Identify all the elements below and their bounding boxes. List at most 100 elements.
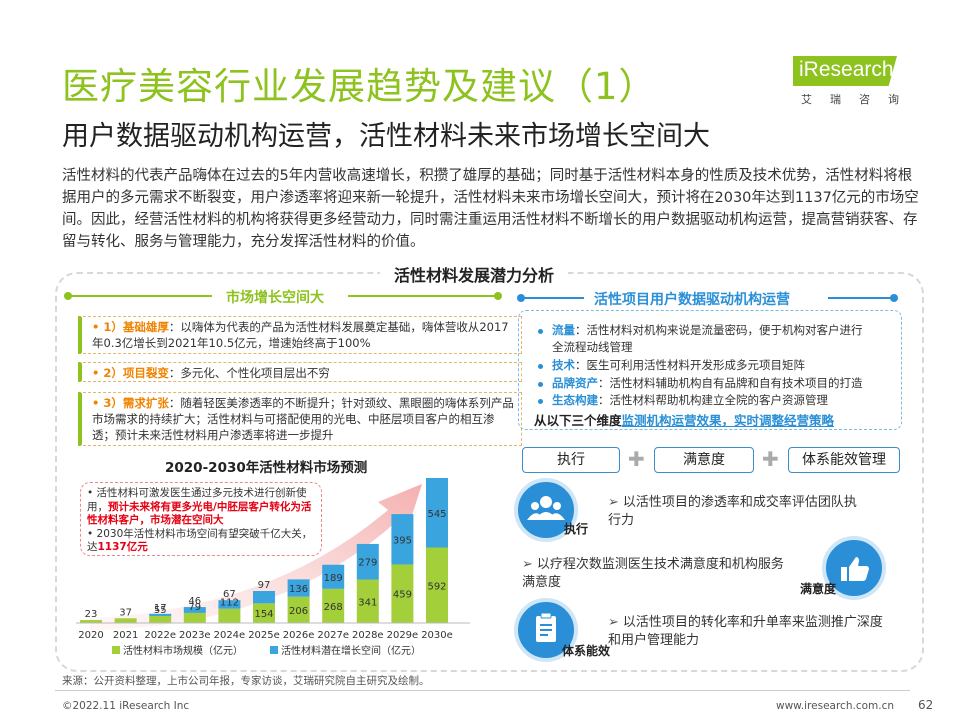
bullet-dot [538, 399, 543, 404]
x-tick-label: 2029e [387, 630, 419, 641]
chart-callout: • 活性材料可激发医生通过多元技术进行创新使用，预计未来将有更多光电/中胚层客户… [80, 482, 322, 556]
x-tick-label: 2028e [352, 630, 384, 641]
bar-market-size [322, 588, 345, 623]
dimension-ecosystem: 生态构建：活性材料帮助机构建立全院的客户资源管理 [552, 393, 828, 407]
point-key: • 1）基础雄厚 [92, 320, 169, 334]
chart-title: 2020-2030年活性材料市场预测 [165, 460, 368, 476]
bar-growth-space [426, 478, 448, 548]
right-heading: 活性项目用户数据驱动机构运营 [594, 292, 790, 308]
intro-paragraph: 活性材料的代表产品嗨体在过去的5年内营收高速增长，积攒了雄厚的基础；同时基于活性… [62, 168, 919, 250]
value-label-market: 23 [85, 609, 98, 620]
source-note: 来源：公开资料整理，上市公司年报，专家访谈，艾瑞研究院自主研究及绘制。 [62, 675, 430, 687]
x-tick-label: 2020 [78, 630, 103, 641]
bar-growth-space [356, 543, 379, 580]
x-tick-label: 2026e [283, 630, 315, 641]
footer-divider [55, 690, 910, 691]
plus-icon: ✚ [762, 447, 779, 471]
pill-satisfaction: 满意度 [654, 447, 754, 473]
legend-label: 活性材料市场规模（亿元） [123, 644, 243, 657]
value-label-growth: 189 [324, 573, 343, 584]
point-text: ：多元化、个性化项目层出不穷 [168, 366, 330, 380]
value-label-market: 37 [119, 607, 132, 618]
value-label-growth: 46 [188, 596, 201, 607]
bar-market-size [114, 618, 137, 623]
point-demand: • 3）需求扩张：随着轻医美渗透率的不断提升；针对颈纹、黑眼圈的嗨体系列产品市场… [78, 392, 522, 446]
feature-label-execution: 执行 [564, 522, 589, 536]
bar-market-size [218, 608, 241, 623]
value-label-growth: 67 [223, 589, 236, 600]
bar-market-size [80, 620, 102, 623]
x-tick-label: 2021 [113, 630, 138, 641]
bar-growth-space [391, 514, 414, 565]
value-label-market: 154 [254, 609, 273, 620]
point-key: • 2）项目裂变 [92, 366, 169, 380]
value-label-growth: 279 [358, 558, 377, 569]
pill-execution: 执行 [522, 447, 620, 473]
dimension-tech: 技术：医生可利用活性材料开发形成多元项目矩阵 [552, 358, 805, 372]
dimension-flow: 流量：活性材料对机构来说是流量密码，便于机构对客户进行 [552, 323, 863, 337]
bullet-dot [538, 382, 543, 387]
value-label-market: 341 [358, 597, 377, 608]
value-label-growth: 136 [289, 584, 308, 595]
x-tick-label: 2030e [421, 630, 453, 641]
value-label-market: 268 [324, 602, 343, 613]
bar-growth-space [253, 590, 275, 604]
callout-highlight: 预计未来将有更多光电/中胚层客户转化为活性材料客户，市场潜在空间大 [87, 500, 312, 527]
x-tick-label: 2023e [179, 630, 211, 641]
value-label-growth: 97 [258, 580, 271, 591]
value-label-market: 206 [289, 606, 308, 617]
value-label-market: 459 [393, 590, 412, 601]
point-text: ：随着轻医美渗透率的不断提升；针对颈纹、黑眼圈的嗨体系列产品市场需求的持续扩大；… [92, 396, 514, 442]
bar-market-size [149, 615, 172, 623]
x-tick-label: 2027e [317, 630, 349, 641]
dimension-flow-cont: 全流程动线管理 [552, 340, 633, 354]
point-foundation: • 1）基础雄厚：以嗨体为代表的产品为活性材料发展奠定基础，嗨体营收从2017年… [78, 316, 522, 354]
iresearch-logo: iResearch 艾瑞咨询 [793, 56, 911, 108]
plus-icon: ✚ [628, 447, 645, 471]
legend-swatch [112, 646, 120, 654]
logo-brand-text: iResearch [799, 58, 894, 81]
team-icon [514, 478, 578, 542]
bar-market-size [183, 612, 206, 623]
value-label-market: 79 [188, 602, 201, 613]
bar-market-size [391, 564, 414, 623]
bullet-dot [538, 364, 543, 369]
clipboard-icon [514, 598, 578, 662]
legend-label: 活性材料潜在增长空间（亿元） [281, 644, 421, 657]
summary-highlight: 监测机构运营效果，实时调整经营策略 [621, 413, 835, 428]
x-tick-label: 2024e [214, 630, 246, 641]
value-label-market: 55 [154, 605, 167, 616]
value-label-market: 592 [427, 581, 446, 592]
point-text: ：以嗨体为代表的产品为活性材料发展奠定基础，嗨体营收从2017年0.3亿增长到2… [92, 320, 509, 350]
bar-market-size [356, 579, 379, 623]
analysis-title: 活性材料发展潜力分析 [380, 262, 569, 286]
copyright: ©2022.11 iResearch Inc [62, 700, 190, 712]
legend-swatch [270, 646, 278, 654]
dimensions-box [518, 310, 902, 430]
feature-execution: ➢ 以活性项目的渗透率和成交率评估团队执行力 [608, 495, 857, 528]
bar-growth-space [218, 600, 241, 609]
value-label-market: 112 [220, 598, 239, 609]
x-tick-label: 2025e [248, 630, 280, 641]
left-heading: 市场增长空间大 [226, 290, 324, 306]
bar-growth-space [287, 579, 310, 597]
value-label-growth: 545 [427, 509, 446, 520]
dimensions-summary: 从以下三个维度监测机构运营效果，实时调整经营策略 [534, 413, 835, 428]
thumbs-up-icon [822, 536, 886, 600]
dimension-brand: 品牌资产：活性材料辅助机构自有品牌和自有技术项目的打造 [552, 376, 863, 390]
point-key: • 3）需求扩张 [92, 396, 169, 410]
logo-cn-text: 艾瑞咨询 [801, 93, 917, 106]
value-label-growth: 17 [154, 603, 167, 614]
callout-item: • 2030年活性材料市场空间有望突破千亿大关，达1137亿元 [87, 527, 313, 554]
bar-market-size [253, 603, 275, 623]
feature-satisfaction: ➢ 以疗程次数监测医生技术满意度和机构服务满意度 [522, 557, 784, 590]
website-link[interactable]: www.iresearch.com.cn [776, 700, 895, 712]
bar-growth-space [183, 607, 206, 613]
feature-system-efficiency: ➢ 以活性项目的转化率和升单率来监测推广深度和用户管理能力 [608, 615, 883, 648]
callout-highlight: 1137亿元 [97, 541, 148, 553]
page-title: 医疗美容行业发展趋势及建议（1） [62, 65, 657, 108]
feature-label-system: 体系能效 [562, 644, 611, 658]
bar-market-size [287, 596, 310, 623]
point-fission: • 2）项目裂变：多元化、个性化项目层出不穷 [78, 362, 522, 382]
